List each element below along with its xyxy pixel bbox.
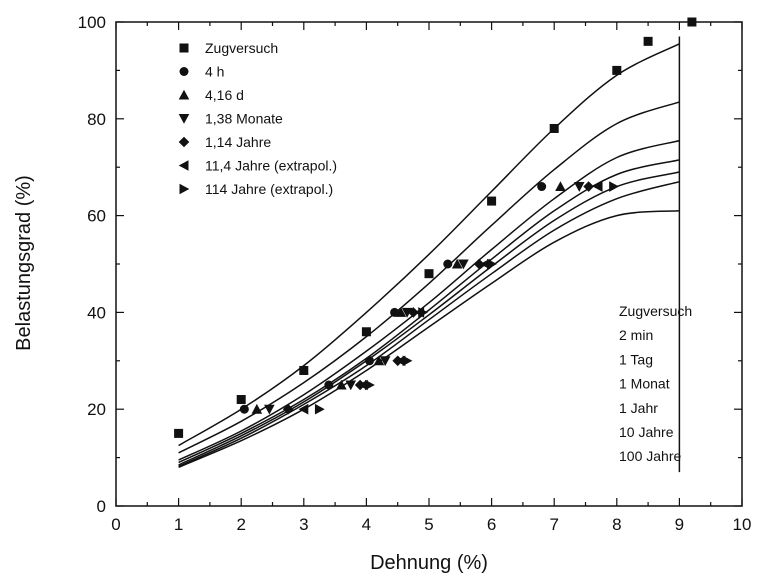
data-point-circle	[239, 404, 249, 414]
x-tick-label: 4	[362, 515, 371, 534]
legend-entry: 114 Jahre (extrapol.)	[205, 181, 333, 197]
y-tick-label: 40	[87, 303, 106, 322]
data-point-triangle-right	[609, 181, 619, 192]
y-axis-title: Belastungsgrad (%)	[13, 175, 35, 351]
legend-marker-triangle-left	[178, 160, 189, 171]
data-point-circle	[365, 356, 375, 366]
x-tick-label: 5	[424, 515, 433, 534]
y-tick-label: 80	[87, 110, 106, 129]
axis-ticks	[115, 21, 743, 507]
data-point-triangle-left	[592, 181, 603, 192]
data-point-diamond	[583, 181, 594, 192]
data-point-square	[643, 36, 653, 46]
x-tick-label: 1	[174, 515, 183, 534]
fit-curve-1-monat	[178, 159, 680, 464]
fit-curve-100-jahre	[178, 210, 680, 468]
fit-curve-1-tag	[178, 139, 680, 461]
data-point-circle	[537, 182, 547, 192]
legend-entry: 1,38 Monate	[205, 111, 283, 127]
data-point-square	[487, 196, 497, 206]
legend-marker-circle	[179, 67, 189, 76]
data-point-triangle-right	[365, 379, 375, 391]
data-point-triangle-down	[573, 182, 585, 192]
data-point-triangle-down	[379, 356, 391, 367]
fit-curves	[178, 43, 680, 468]
y-tick-label: 100	[78, 13, 106, 32]
data-point-square	[174, 428, 184, 438]
curve-labels: Zugversuch 2 min 1 Tag 1 Monat 1 Jahr 10 Jahr…	[619, 303, 692, 464]
legend-entry: 4,16 d	[205, 87, 244, 103]
data-point-triangle-down	[401, 307, 413, 318]
data-point-triangle-up	[395, 307, 407, 317]
data-point-square	[612, 65, 622, 75]
x-tick-label: 10	[733, 515, 752, 534]
x-tick-label: 7	[549, 515, 558, 534]
data-point-triangle-up	[373, 355, 385, 366]
data-point-triangle-right	[487, 258, 497, 270]
x-tick-label: 9	[675, 515, 684, 534]
data-point-square	[361, 327, 371, 337]
data-point-triangle-right	[402, 355, 413, 367]
legend-marker-triangle-down	[178, 114, 190, 124]
legend-entry: 1,14 Jahre	[205, 134, 271, 150]
x-axis-title: Dehnung (%)	[370, 552, 488, 574]
legend-entry: 11,4 Jahre (extrapol.)	[205, 158, 337, 174]
x-tick-label: 0	[111, 515, 120, 534]
data-point-square	[236, 395, 246, 405]
y-tick-label: 0	[97, 497, 106, 516]
x-tick-label: 8	[612, 515, 621, 534]
data-point-triangle-up	[251, 403, 263, 414]
legend-marker-triangle-right	[179, 183, 190, 195]
data-point-triangle-left	[298, 403, 309, 415]
data-point-circle	[443, 259, 453, 269]
y-tick-label: 60	[87, 207, 106, 226]
legend: Zugversuch 4 h 4,16 d 1,38 Monate 1,14 Jahre…	[178, 40, 337, 197]
curve-label: Zugversuch	[619, 303, 692, 319]
x-tick-label: 6	[487, 515, 496, 534]
legend-marker-diamond	[178, 136, 190, 148]
data-point-square	[549, 123, 559, 133]
fit-curve-1-jahr	[178, 171, 680, 466]
data-point-diamond	[408, 307, 419, 318]
y-tick-label: 20	[87, 400, 106, 419]
data-point-square	[299, 365, 309, 375]
fit-curve-zugversuch	[178, 43, 680, 447]
fit-curve-2-min	[178, 101, 680, 454]
curve-label: 1 Jahr	[619, 400, 658, 416]
curve-label: 100 Jahre	[619, 448, 681, 464]
curve-label: 2 min	[619, 327, 653, 343]
data-point-triangle-up	[336, 379, 347, 390]
data-point-circle	[324, 380, 334, 390]
data-point-triangle-down	[264, 404, 275, 415]
fit-curve-10-jahre	[178, 180, 680, 467]
data-point-square	[424, 269, 434, 279]
data-point-diamond	[473, 258, 485, 270]
data-markers	[174, 17, 697, 438]
curve-label: 10 Jahre	[619, 424, 674, 440]
data-point-triangle-right	[418, 307, 429, 318]
legend-marker-triangle-up	[178, 89, 190, 100]
data-point-triangle-up	[555, 181, 566, 192]
x-tick-label: 3	[299, 515, 308, 534]
data-point-square	[687, 17, 697, 27]
data-point-diamond	[282, 403, 294, 415]
legend-entry: Zugversuch	[205, 40, 278, 56]
legend-entry: 4 h	[205, 64, 224, 80]
curve-label: 1 Monat	[619, 376, 670, 392]
legend-marker-square	[179, 43, 189, 53]
x-tick-label: 2	[236, 515, 245, 534]
data-point-triangle-down	[458, 259, 469, 270]
data-point-triangle-right	[314, 403, 325, 415]
data-point-triangle-down	[345, 380, 357, 391]
curve-label: 1 Tag	[619, 351, 653, 367]
data-point-triangle-up	[451, 258, 463, 269]
